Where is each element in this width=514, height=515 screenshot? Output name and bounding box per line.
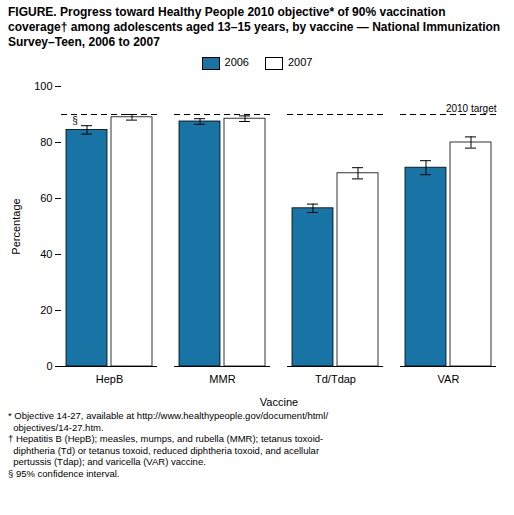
html-text:* Objective 14-27, available a: * Objective 14-27, available at http://w…	[8, 410, 328, 421]
svg-text:VAR: VAR	[438, 373, 460, 385]
svg-text:Vaccine: Vaccine	[260, 396, 298, 408]
svg-text:Percentage: Percentage	[10, 198, 22, 254]
svg-text:§: §	[72, 115, 78, 126]
svg-text:0: 0	[46, 360, 52, 372]
svg-text:100: 100	[34, 80, 52, 92]
html-text:objectives/14-27.htm.: objectives/14-27.htm.	[8, 421, 104, 433]
svg-text:2010 target: 2010 target	[446, 103, 497, 114]
html-text:diphtheria (Td) or tetanus tox: diphtheria (Td) or tetanus toxoid, reduc…	[8, 444, 319, 456]
svg-text:60: 60	[40, 192, 52, 204]
html-text:FIGURE. Progress toward Health: FIGURE. Progress toward Healthy People 2…	[8, 5, 501, 49]
html-text:† Hepatitis B (HepB); measles,: † Hepatitis B (HepB); measles, mumps, an…	[8, 433, 324, 444]
svg-text:80: 80	[40, 136, 52, 148]
svg-text:MMR: MMR	[209, 373, 235, 385]
html-text:2006: 2006	[224, 56, 249, 69]
svg-text:HepB: HepB	[96, 373, 124, 385]
svg-text:20: 20	[40, 304, 52, 316]
svg-text:40: 40	[40, 248, 52, 260]
html-text:2007: 2007	[288, 56, 313, 69]
svg-text:Td/Tdap: Td/Tdap	[315, 373, 356, 385]
html-text:pertussis (Tdap); and varicell: pertussis (Tdap); and varicella (VAR) va…	[8, 456, 206, 467]
html-text:§ 95% confidence interval.: § 95% confidence interval.	[8, 467, 120, 479]
